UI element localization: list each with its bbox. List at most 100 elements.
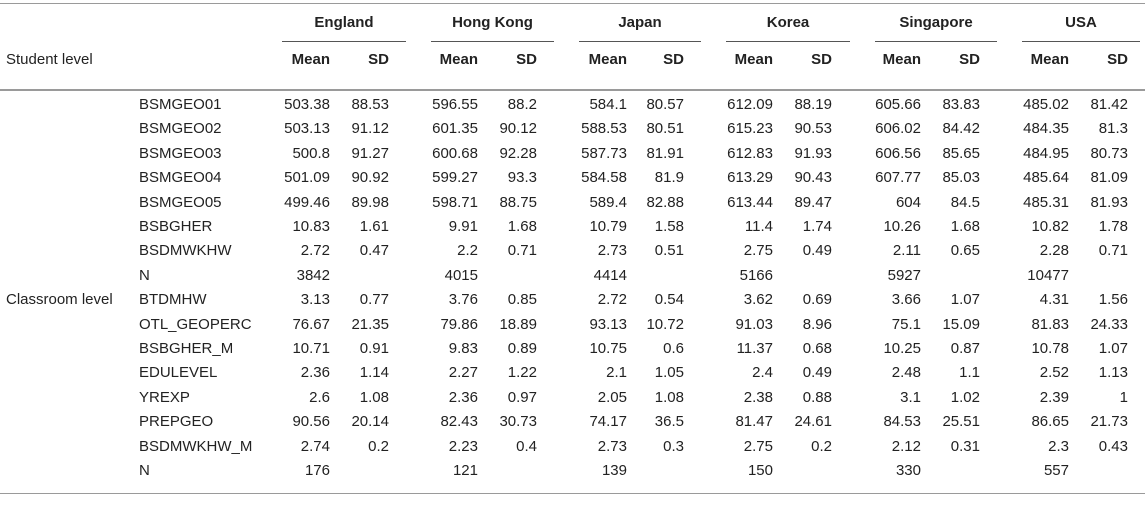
table-bottom-rule (0, 493, 1145, 494)
row-label: BSMGEO02 (139, 120, 222, 137)
table-cell: 0.71 (1098, 242, 1128, 259)
table-cell: 2.72 (597, 291, 627, 308)
table-cell: 88.75 (499, 194, 537, 211)
table-cell: 0.4 (516, 438, 537, 455)
table-cell: 3.66 (891, 291, 921, 308)
table-cell: 89.47 (794, 194, 832, 211)
table-cell: 2.36 (448, 389, 478, 406)
mean-header: Mean (291, 51, 330, 68)
table-cell: 599.27 (432, 169, 478, 186)
table-cell: 0.2 (811, 438, 832, 455)
table-cell: 10.72 (646, 316, 684, 333)
table-cell: 0.47 (359, 242, 389, 259)
table-cell: 601.35 (432, 120, 478, 137)
table-cell: 598.71 (432, 194, 478, 211)
table-cell: 2.12 (891, 438, 921, 455)
table-cell: 24.61 (794, 413, 832, 430)
table-cell: 0.88 (802, 389, 832, 406)
country-header-rule (579, 41, 701, 42)
table-cell: 74.17 (589, 413, 627, 430)
table-cell: 82.88 (646, 194, 684, 211)
table-cell: 79.86 (440, 316, 478, 333)
table-cell: 90.43 (794, 169, 832, 186)
mean-header: Mean (734, 51, 773, 68)
table-cell: 1.78 (1098, 218, 1128, 235)
table-cell: 75.1 (891, 316, 921, 333)
country-header: England (314, 14, 374, 31)
table-cell: 10.82 (1031, 218, 1069, 235)
table-cell: 501.09 (284, 169, 330, 186)
table-cell: 0.89 (507, 340, 537, 357)
table-cell: 76.67 (292, 316, 330, 333)
table-cell: 10.83 (292, 218, 330, 235)
table-cell: 2.6 (309, 389, 330, 406)
table-cell: 0.87 (950, 340, 980, 357)
table-cell: 1.56 (1098, 291, 1128, 308)
table-cell: 86.65 (1031, 413, 1069, 430)
table-cell: 2.2 (457, 242, 478, 259)
table-cell: 1.02 (950, 389, 980, 406)
table-cell: 81.93 (1090, 194, 1128, 211)
table-cell: 2.52 (1039, 364, 1069, 381)
row-label: BSMGEO05 (139, 194, 222, 211)
table-cell: 81.83 (1031, 316, 1069, 333)
table-top-rule (0, 3, 1145, 4)
table-cell: 584.58 (581, 169, 627, 186)
table-cell: 85.03 (942, 169, 980, 186)
country-header-rule (431, 41, 554, 42)
table-cell: 85.65 (942, 145, 980, 162)
table-cell: 91.27 (351, 145, 389, 162)
row-label: EDULEVEL (139, 364, 218, 381)
table-cell: 90.56 (292, 413, 330, 430)
row-label: BTDMHW (139, 291, 207, 308)
table-cell: 2.48 (891, 364, 921, 381)
table-cell: 10.71 (292, 340, 330, 357)
table-cell: 0.31 (950, 438, 980, 455)
table-cell: 0.43 (1098, 438, 1128, 455)
table-cell: 1.05 (654, 364, 684, 381)
table-cell: 11.4 (744, 218, 773, 235)
table-cell: 2.75 (743, 438, 773, 455)
table-cell: 2.4 (752, 364, 773, 381)
table-cell: 2.11 (892, 242, 921, 259)
table-cell: 15.09 (942, 316, 980, 333)
table-cell: 587.73 (581, 145, 627, 162)
table-cell: 600.68 (432, 145, 478, 162)
table-cell: 499.46 (284, 194, 330, 211)
table-cell: 91.12 (351, 120, 389, 137)
table-cell: 88.53 (351, 96, 389, 113)
table-cell: 1.68 (950, 218, 980, 235)
table-cell: 5927 (887, 267, 921, 284)
sd-header: SD (516, 51, 537, 68)
table-cell: 1.1 (959, 364, 980, 381)
table-cell: 176 (304, 462, 330, 479)
table-cell: 81.42 (1090, 96, 1128, 113)
table-cell: 2.28 (1039, 242, 1069, 259)
table-cell: 0.85 (507, 291, 537, 308)
table-cell: 485.64 (1023, 169, 1069, 186)
table-cell: 2.23 (448, 438, 478, 455)
table-cell: 81.09 (1090, 169, 1128, 186)
table-cell: 93.13 (589, 316, 627, 333)
mean-header: Mean (882, 51, 921, 68)
table-cell: 91.03 (735, 316, 773, 333)
table-cell: 30.73 (499, 413, 537, 430)
table-cell: 0.2 (368, 438, 389, 455)
table-cell: 2.1 (606, 364, 627, 381)
table-cell: 605.66 (875, 96, 921, 113)
row-label: BSMGEO04 (139, 169, 222, 186)
country-header: USA (1065, 14, 1097, 31)
table-cell: 10477 (1027, 267, 1069, 284)
table-cell: 93.3 (507, 169, 537, 186)
table-cell: 607.77 (875, 169, 921, 186)
table-cell: 2.3 (1048, 438, 1069, 455)
table-cell: 1.58 (654, 218, 684, 235)
sd-header: SD (368, 51, 389, 68)
table-cell: 0.69 (802, 291, 832, 308)
table-cell: 5166 (739, 267, 773, 284)
table-cell: 1.14 (359, 364, 389, 381)
table-cell: 10.26 (883, 218, 921, 235)
table-cell: 584.1 (589, 96, 627, 113)
sd-header: SD (1107, 51, 1128, 68)
